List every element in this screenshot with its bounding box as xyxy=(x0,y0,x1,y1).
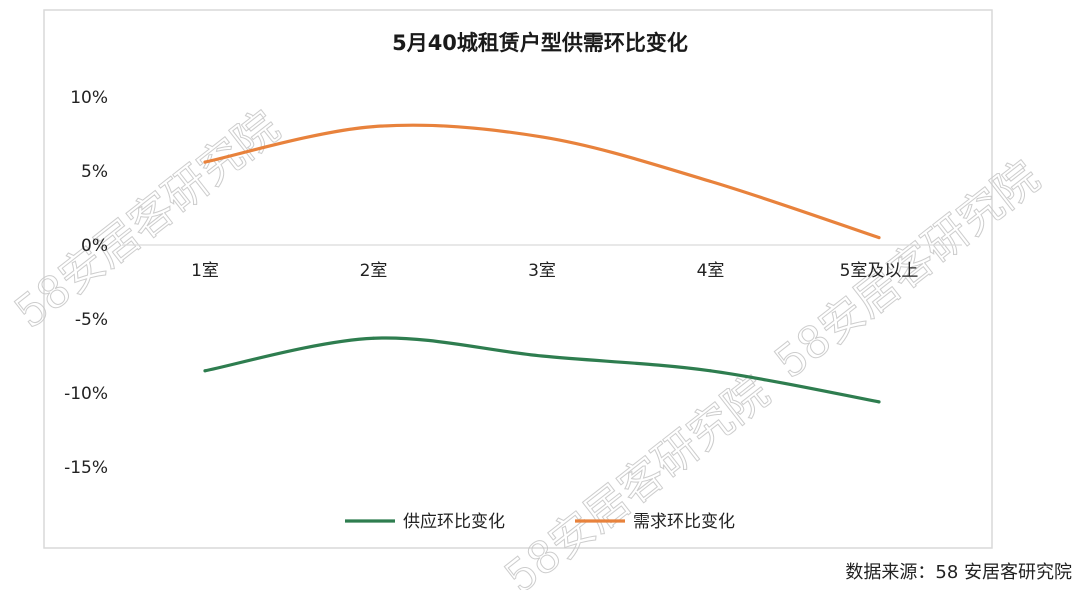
legend: 供应环比变化 需求环比变化 xyxy=(345,512,735,532)
y-tick-label: -10% xyxy=(64,384,108,404)
source-note: 数据来源：58 安居客研究院 xyxy=(845,562,1072,583)
y-tick-label: 0% xyxy=(81,236,108,256)
x-tick-label: 4室 xyxy=(697,261,725,281)
series-point xyxy=(372,336,375,340)
chart-title: 5月40城租赁户型供需环比变化 xyxy=(392,31,688,55)
y-tick-label: 5% xyxy=(81,162,108,182)
x-axis: 1室 2室 3室 4室 5室及以上 xyxy=(191,261,918,281)
series-point xyxy=(709,369,712,373)
series-point xyxy=(540,135,544,139)
series-point xyxy=(372,125,375,129)
y-tick-label: -5% xyxy=(75,310,108,330)
series-layer xyxy=(203,123,881,404)
series-point xyxy=(877,236,881,240)
x-tick-label: 5室及以上 xyxy=(840,261,919,281)
series-point xyxy=(709,179,712,183)
series-point xyxy=(877,400,881,404)
y-tick-label: 10% xyxy=(70,88,108,108)
y-tick-label: -15% xyxy=(64,458,108,478)
series-point xyxy=(203,160,207,164)
legend-label: 供应环比变化 xyxy=(403,512,505,532)
chart-frame xyxy=(43,9,993,549)
series-point xyxy=(203,369,207,373)
x-tick-label: 3室 xyxy=(528,261,556,281)
x-tick-label: 1室 xyxy=(191,261,219,281)
legend-label: 需求环比变化 xyxy=(633,512,735,532)
x-tick-label: 2室 xyxy=(360,261,388,281)
y-axis: 10% 5% 0% -5% -10% -15% xyxy=(64,88,108,478)
series-point xyxy=(540,354,544,358)
